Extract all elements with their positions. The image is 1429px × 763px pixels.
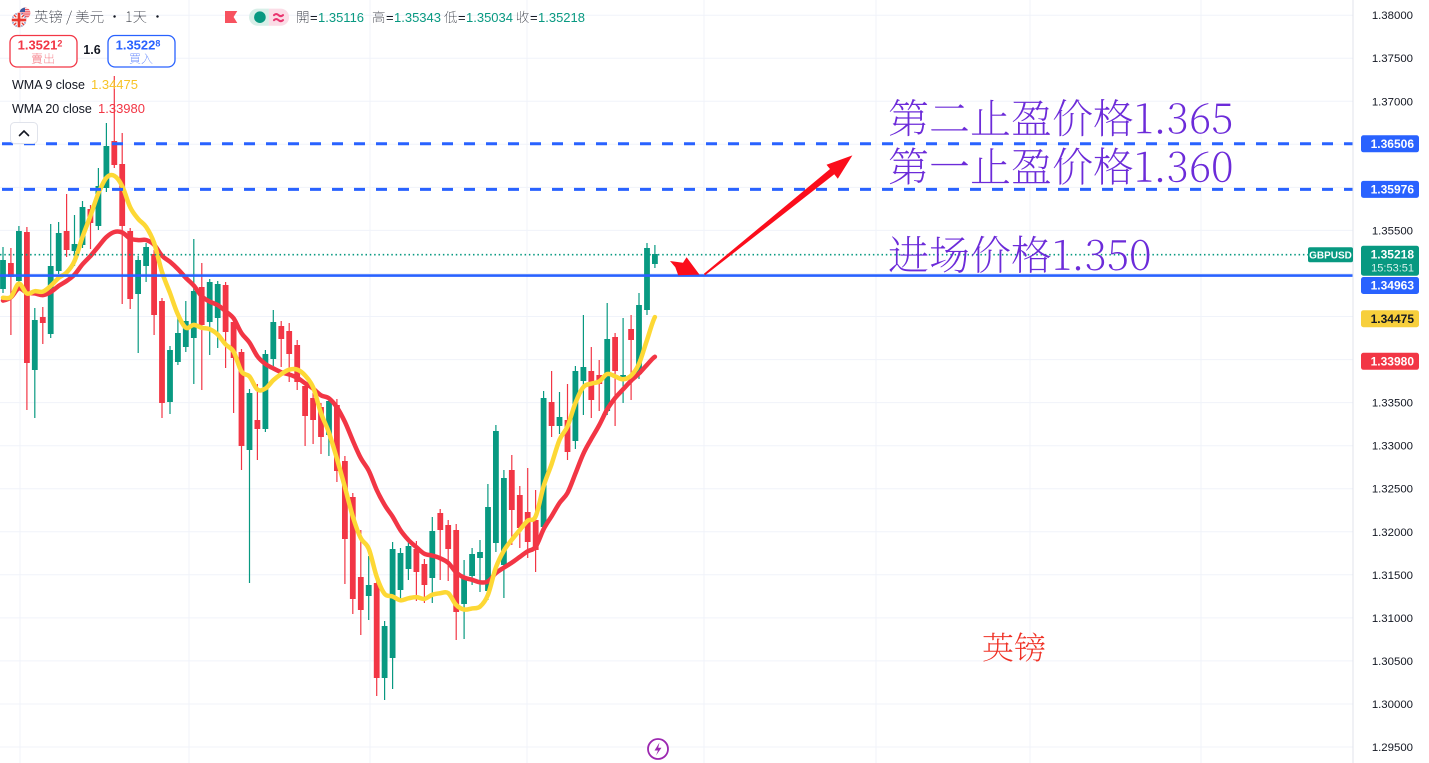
svg-text:1.35116: 1.35116 bbox=[318, 10, 364, 25]
svg-text:1.35343: 1.35343 bbox=[394, 10, 441, 25]
svg-text:1.31000: 1.31000 bbox=[1372, 613, 1413, 625]
svg-text:1.32500: 1.32500 bbox=[1372, 484, 1413, 496]
svg-text:=: = bbox=[386, 10, 394, 25]
svg-text:WMA 9 close: WMA 9 close bbox=[12, 78, 85, 92]
svg-text:1.29500: 1.29500 bbox=[1372, 742, 1413, 754]
svg-text:=: = bbox=[530, 10, 538, 25]
svg-text:=: = bbox=[310, 10, 318, 25]
svg-text:1.37000: 1.37000 bbox=[1372, 96, 1413, 108]
svg-text:1.35218: 1.35218 bbox=[1371, 248, 1415, 262]
svg-text:1.6: 1.6 bbox=[83, 43, 100, 57]
svg-text:1.35218: 1.35218 bbox=[538, 10, 585, 25]
svg-text:1.34963: 1.34963 bbox=[1371, 279, 1415, 293]
svg-text:1.32000: 1.32000 bbox=[1372, 527, 1413, 539]
svg-text:1.30000: 1.30000 bbox=[1372, 699, 1413, 711]
svg-text:GBPUSD: GBPUSD bbox=[1309, 251, 1352, 262]
svg-text:=: = bbox=[458, 10, 466, 25]
svg-text:WMA 20 close: WMA 20 close bbox=[12, 102, 92, 116]
svg-text:1.34475: 1.34475 bbox=[91, 77, 138, 92]
svg-text:1.30500: 1.30500 bbox=[1372, 656, 1413, 668]
svg-text:1.33500: 1.33500 bbox=[1372, 398, 1413, 410]
svg-text:15:53:51: 15:53:51 bbox=[1371, 263, 1414, 275]
svg-text:1.35500: 1.35500 bbox=[1372, 225, 1413, 237]
svg-text:1.31500: 1.31500 bbox=[1372, 570, 1413, 582]
svg-text:1.35034: 1.35034 bbox=[466, 10, 513, 25]
svg-text:1.35212: 1.35212 bbox=[18, 38, 63, 53]
svg-text:1.34475: 1.34475 bbox=[1371, 312, 1415, 326]
svg-text:1.33980: 1.33980 bbox=[1371, 355, 1415, 369]
svg-text:1.37500: 1.37500 bbox=[1372, 53, 1413, 65]
svg-text:1.38000: 1.38000 bbox=[1372, 10, 1413, 22]
svg-text:1.35976: 1.35976 bbox=[1371, 183, 1415, 197]
svg-text:1.35228: 1.35228 bbox=[116, 38, 161, 53]
svg-text:1.36506: 1.36506 bbox=[1371, 137, 1415, 151]
svg-text:1.33980: 1.33980 bbox=[98, 101, 145, 116]
svg-text:1.33000: 1.33000 bbox=[1372, 441, 1413, 453]
